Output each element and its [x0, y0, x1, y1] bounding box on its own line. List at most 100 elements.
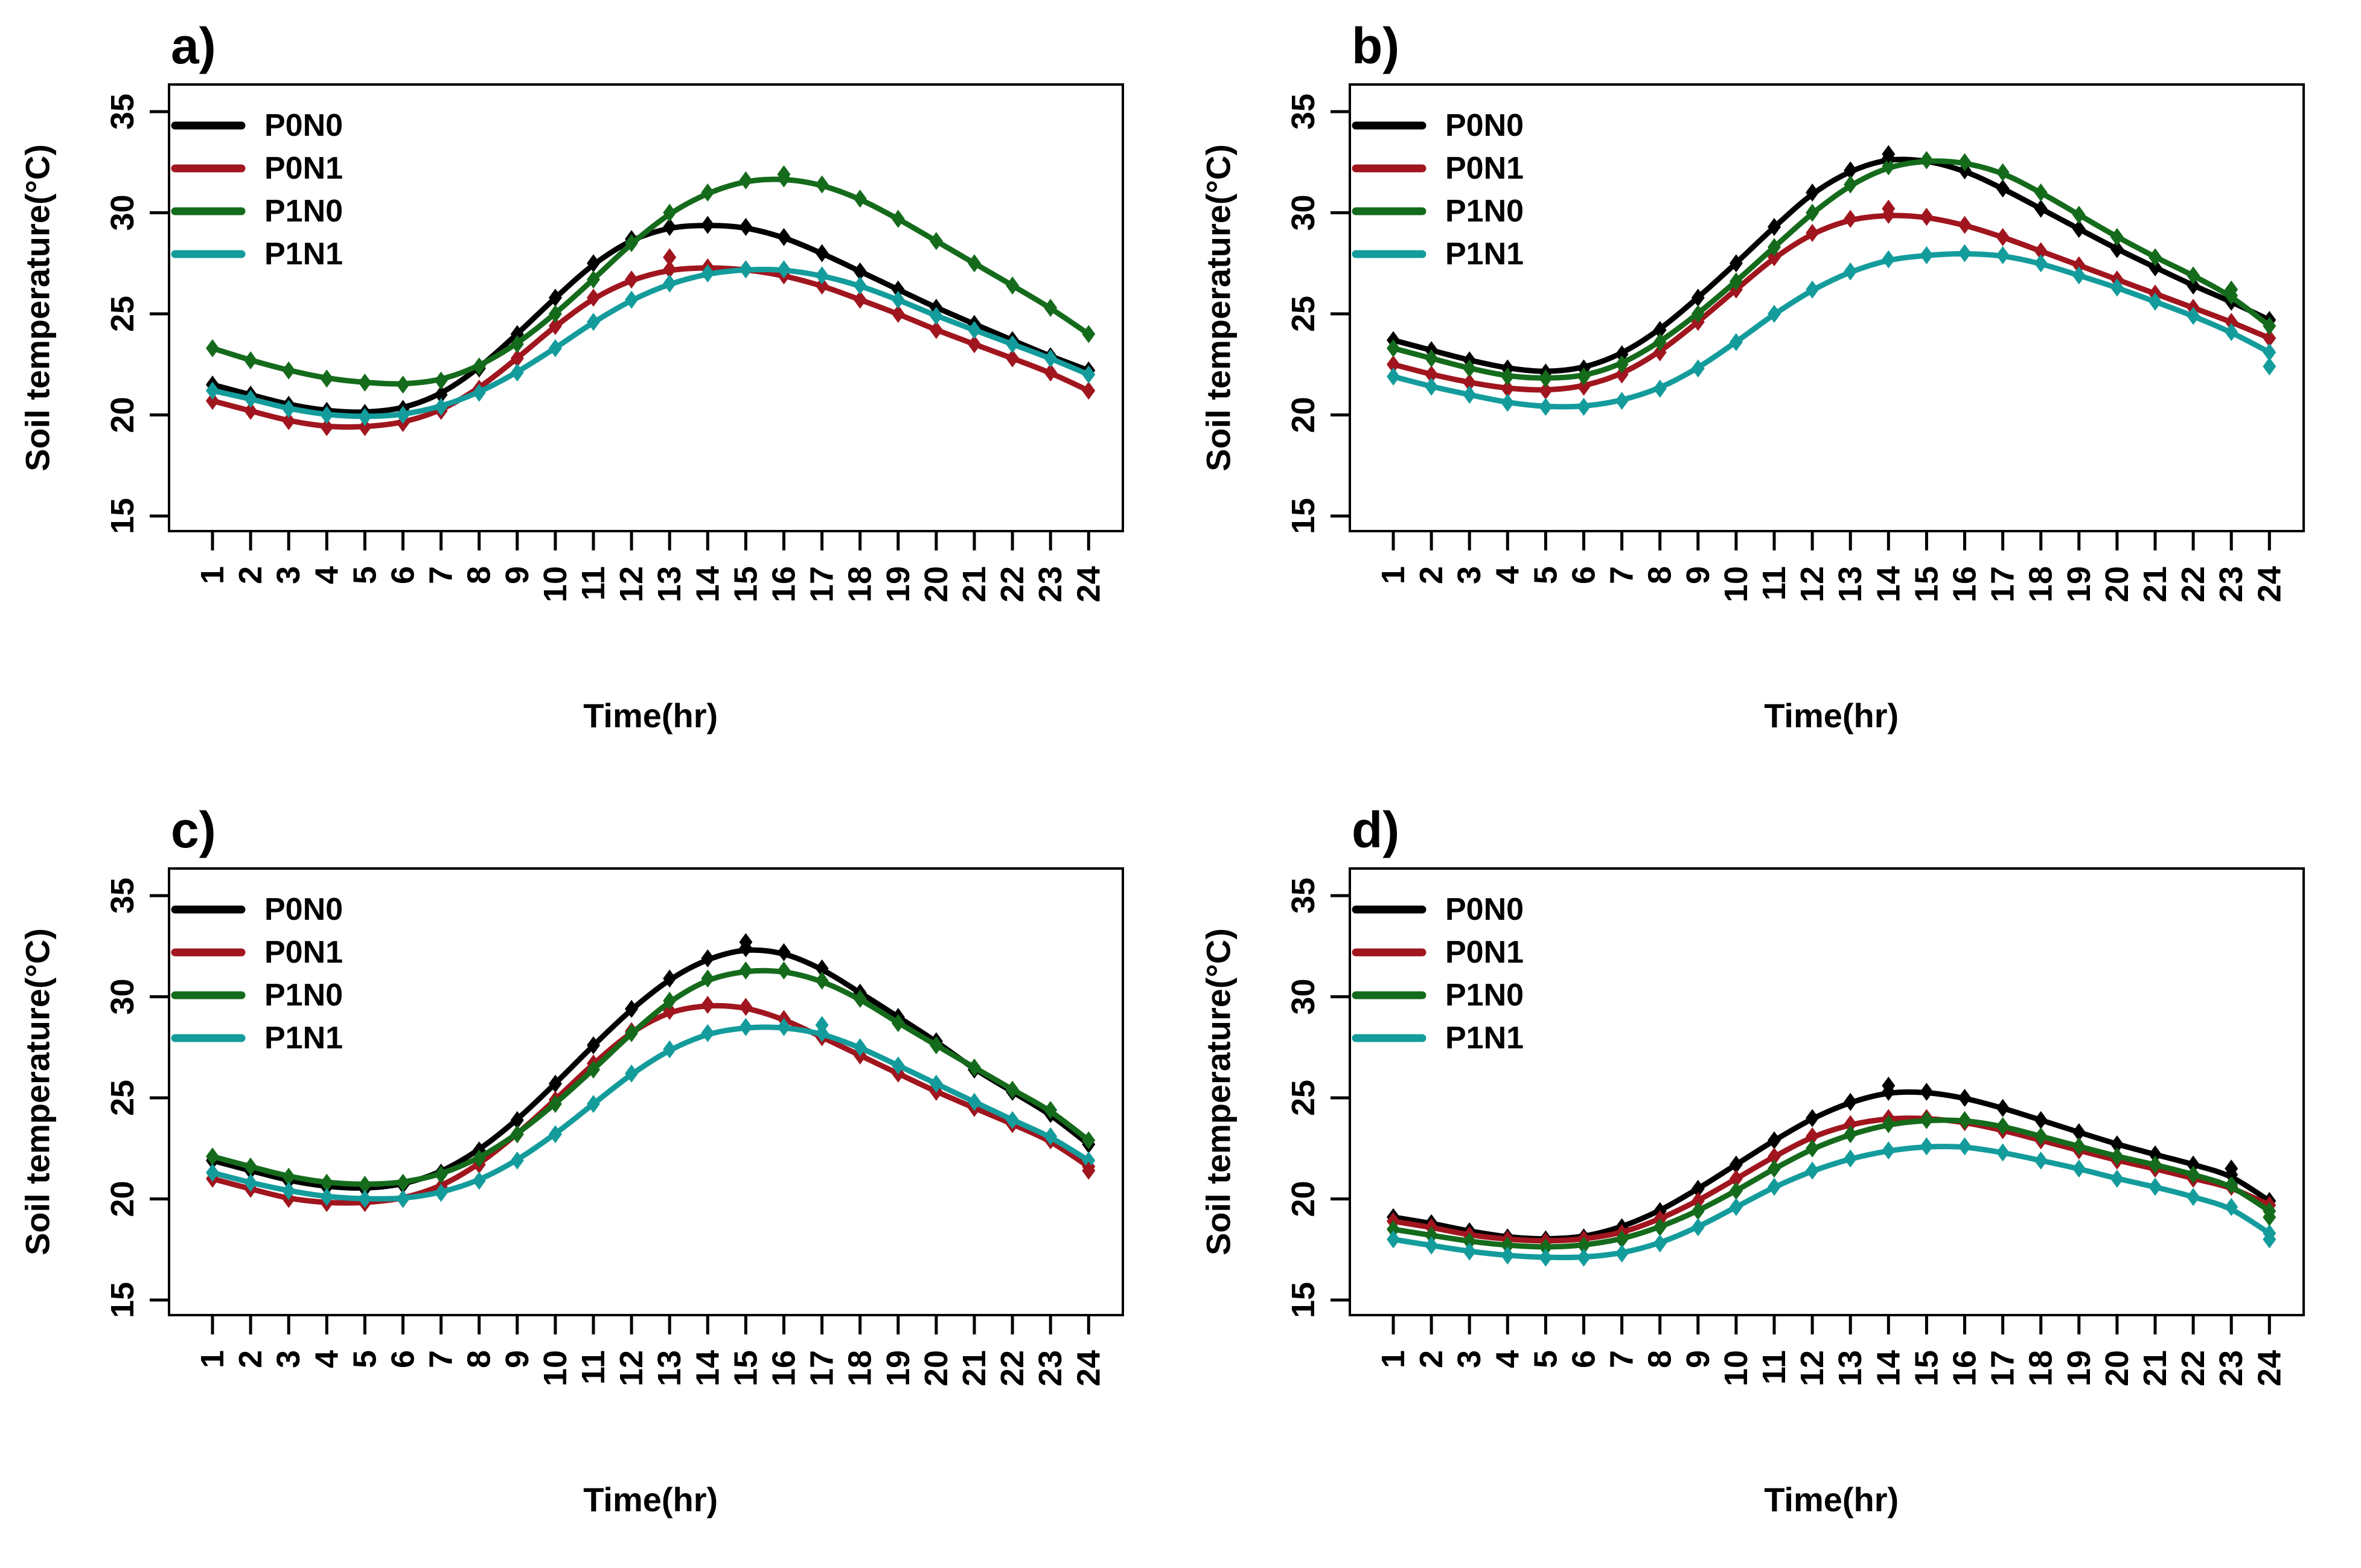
x-axis-tick-label: 22	[2175, 566, 2211, 602]
data-point-P1N1	[206, 381, 219, 400]
x-axis-tick-label: 2	[232, 1350, 269, 1368]
legend-label-P1N0: P1N0	[1445, 194, 1524, 229]
x-axis-tick-label: 12	[1794, 1350, 1830, 1386]
data-point-P1N0	[1615, 355, 1629, 374]
y-axis-tick-label: 25	[1285, 1080, 1321, 1116]
data-point-P1N0	[777, 961, 791, 980]
x-axis-tick-label: 15	[727, 566, 764, 602]
data-point-P0N0	[777, 943, 791, 961]
legend-label-P0N0: P0N0	[264, 108, 343, 143]
data-point-P0N0	[1729, 254, 1743, 273]
data-point-P1N0	[1920, 151, 1934, 170]
series-line-P0N0	[209, 947, 1091, 1191]
data-point-P0N0	[1768, 218, 1781, 236]
legend-label-P0N1: P0N1	[264, 935, 343, 970]
data-point-P1N0	[625, 1024, 639, 1042]
data-point-P1N1	[510, 1151, 524, 1170]
data-point-P1N0	[1882, 1115, 1896, 1133]
outlier-point-P0N0	[1882, 1076, 1896, 1095]
data-point-P1N1	[968, 320, 981, 339]
data-point-P0N0	[1844, 1092, 1858, 1111]
data-point-P1N0	[968, 254, 981, 273]
data-point-P1N1	[1882, 250, 1896, 269]
data-point-P1N0	[1996, 163, 2010, 182]
data-point-P0N1	[1425, 365, 1439, 384]
x-axis-tick-label: 19	[880, 1350, 916, 1386]
data-point-P1N0	[815, 971, 829, 990]
data-point-P0N0	[1653, 320, 1667, 339]
x-axis-tick-label: 21	[956, 1350, 992, 1386]
x-axis-tick-label: 16	[766, 1350, 802, 1386]
x-axis-tick-label: 3	[1451, 566, 1487, 584]
legend-label-P0N0: P0N0	[264, 892, 343, 927]
data-point-P1N1	[777, 1018, 791, 1036]
data-point-P1N1	[663, 274, 677, 293]
data-point-P0N1	[320, 418, 334, 436]
data-point-P1N0	[1425, 1226, 1439, 1245]
data-point-P1N1	[1882, 1141, 1896, 1160]
data-point-P1N1	[2034, 254, 2048, 273]
legend-label-P1N0: P1N0	[1445, 978, 1524, 1013]
data-point-P1N0	[1729, 272, 1743, 291]
y-axis-title: Soil temperature(°C)	[19, 928, 57, 1255]
legend-label-P1N1: P1N1	[264, 237, 343, 272]
data-point-P0N0	[1806, 183, 1819, 202]
x-axis-tick-label: 5	[347, 566, 383, 584]
data-point-P0N0	[510, 1111, 524, 1129]
data-point-P1N0	[510, 1125, 524, 1144]
x-axis-tick-label: 20	[918, 1350, 954, 1386]
data-point-P1N0	[1539, 369, 1553, 388]
data-point-P0N0	[2187, 1155, 2200, 1174]
x-axis-tick-label: 21	[2137, 1350, 2173, 1386]
x-axis-tick-label: 18	[2023, 1350, 2059, 1386]
data-point-P1N0	[891, 209, 905, 228]
x-axis-tick-label: 21	[2137, 566, 2173, 602]
data-point-P1N0	[1577, 1236, 1591, 1255]
data-point-P0N1	[1691, 1191, 1705, 1210]
data-point-P1N1	[434, 398, 448, 416]
data-point-P1N1	[320, 406, 334, 424]
data-point-P1N1	[1729, 1197, 1743, 1216]
data-point-P1N0	[853, 190, 867, 208]
data-point-P1N0	[434, 371, 448, 390]
data-point-P1N1	[1501, 394, 1515, 412]
series-line-P0N0	[1390, 156, 2272, 374]
legend-label-P1N0: P1N0	[264, 978, 343, 1013]
x-axis-title: Time(hr)	[583, 696, 718, 735]
data-point-P1N0	[1844, 1125, 1858, 1144]
data-point-P0N1	[815, 276, 829, 295]
data-point-P0N0	[1996, 179, 2010, 198]
y-axis-tick-label: 30	[104, 194, 141, 231]
data-point-P1N0	[1996, 1117, 2010, 1135]
y-axis-tick-label: 15	[104, 1282, 141, 1318]
data-point-P1N1	[587, 313, 600, 331]
data-point-P1N0	[587, 270, 600, 289]
data-point-P1N1	[1044, 1127, 1058, 1146]
y-axis-tick-label: 35	[104, 878, 141, 914]
data-point-P1N1	[701, 264, 715, 282]
series-line-P1N1	[1390, 250, 2272, 410]
data-point-P0N0	[701, 215, 715, 234]
x-axis-tick-label: 21	[956, 566, 992, 602]
data-point-P0N0	[2110, 1135, 2124, 1154]
data-point-P1N0	[2110, 1147, 2124, 1166]
data-point-P0N0	[777, 228, 791, 246]
data-point-P1N0	[739, 961, 753, 980]
data-point-P1N0	[1006, 1080, 1020, 1099]
data-point-P1N1	[434, 1184, 448, 1202]
data-point-P1N1	[2187, 1188, 2200, 1206]
data-point-P0N1	[1958, 215, 1972, 234]
data-point-P1N1	[1539, 1248, 1553, 1267]
data-point-P1N0	[1577, 367, 1591, 386]
x-axis-tick-label: 9	[1680, 1350, 1716, 1368]
data-point-P1N0	[1768, 1159, 1781, 1178]
legend-label-P0N1: P0N1	[1445, 935, 1524, 970]
data-point-P1N0	[320, 369, 334, 388]
data-point-P0N0	[701, 949, 715, 967]
x-axis-tick-label: 1	[1375, 566, 1411, 584]
data-point-P1N1	[1691, 1218, 1705, 1237]
x-axis-tick-label: 17	[1985, 1350, 2021, 1386]
data-point-P1N0	[739, 171, 753, 190]
x-axis-tick-label: 11	[1756, 566, 1792, 601]
